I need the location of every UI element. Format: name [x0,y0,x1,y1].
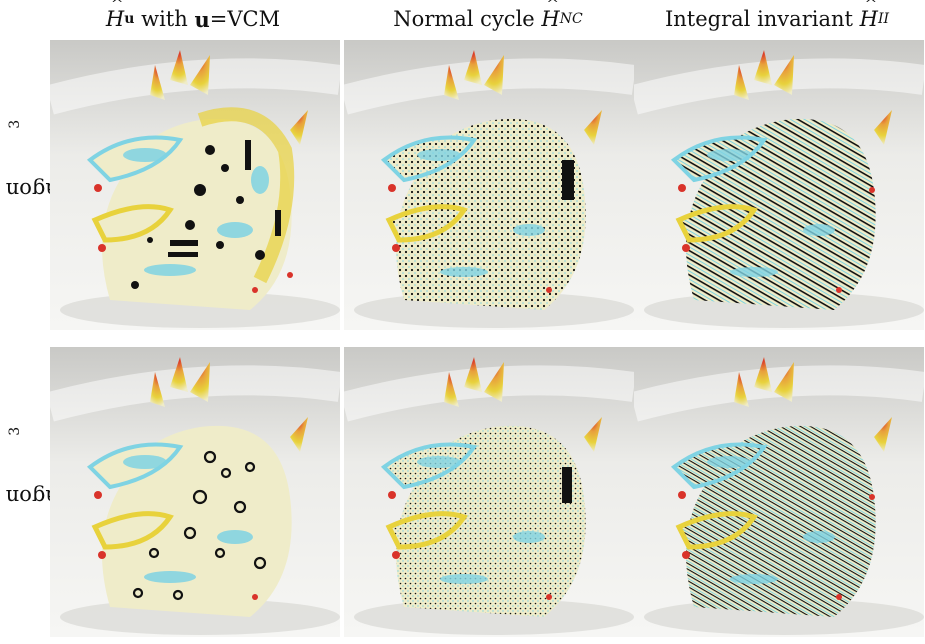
row-label-dragon-512: dragon 5123 [0,347,82,637]
dragon-render [344,40,634,330]
render-normal-cycle-256 [344,40,634,330]
column-superscript: u [124,11,135,27]
row-label-exponent: 3 [7,119,24,129]
column-header-vcm: H u with u =VCM [48,0,338,36]
mean-curvature-symbol: H [860,0,878,31]
row-label-dragon-256: dragon 2563 [0,40,82,330]
column-header-normal-cycle: Normal cycle H NC [343,0,633,36]
render-integral-invariant-512 [634,347,924,637]
column-superscript: NC [559,11,583,27]
column-header-text: Integral invariant [664,7,860,31]
column-header-text: with [134,7,195,31]
render-integral-invariant-256 [634,40,924,330]
render-normal-cycle-512 [344,347,634,637]
column-header-bold-u: u [194,6,210,32]
dragon-render [50,40,340,330]
column-superscript: II [877,11,889,27]
render-vcm-256 [50,40,340,330]
dragon-render [344,347,634,637]
dragon-render [634,347,924,637]
mean-curvature-symbol: H [541,0,559,31]
render-vcm-512 [50,347,340,637]
dragon-render [634,40,924,330]
column-header-integral-invariant: Integral invariant H II [632,0,922,36]
dragon-render [50,347,340,637]
column-header-text: Normal cycle [393,7,542,31]
mean-curvature-symbol: H [106,0,124,31]
column-header-text: =VCM [209,7,281,31]
row-label-exponent: 3 [7,426,24,436]
